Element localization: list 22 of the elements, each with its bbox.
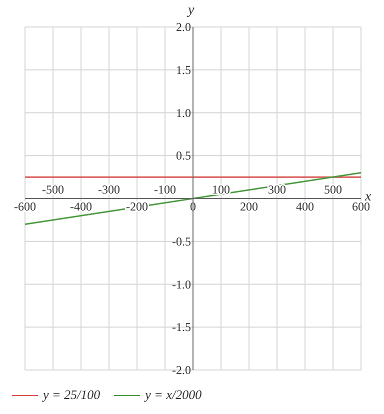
x-tick-label: 400 xyxy=(296,200,314,214)
x-tick-label: 200 xyxy=(240,200,258,214)
x2-tick-label: -100 xyxy=(154,182,176,196)
legend-label: y = 25/100 xyxy=(43,387,100,403)
x2-tick-label: 300 xyxy=(268,182,286,196)
y-tick-label: -2.0 xyxy=(172,363,191,377)
x-tick-label: 600 xyxy=(352,200,370,214)
y-tick-label: 1.0 xyxy=(176,106,191,120)
y-tick-label: 2.0 xyxy=(176,20,191,34)
x-tick-label: -400 xyxy=(70,200,92,214)
y-tick-label: -1.0 xyxy=(172,277,191,292)
legend-label: y = x/2000 xyxy=(145,387,202,403)
y-tick-label: 0.5 xyxy=(176,148,191,163)
x-tick-label: -600 xyxy=(14,200,36,214)
y-tick-label: -0.5 xyxy=(172,234,191,248)
y-tick-label: 1.5 xyxy=(176,62,191,77)
x2-tick-label: -300 xyxy=(98,182,120,196)
y-axis-title: y xyxy=(186,3,195,18)
x2-tick-label: -500 xyxy=(42,182,64,196)
y-tick-label: -1.5 xyxy=(172,320,191,334)
x2-tick-label: 500 xyxy=(324,182,342,196)
x2-tick-label: 100 xyxy=(212,182,230,196)
